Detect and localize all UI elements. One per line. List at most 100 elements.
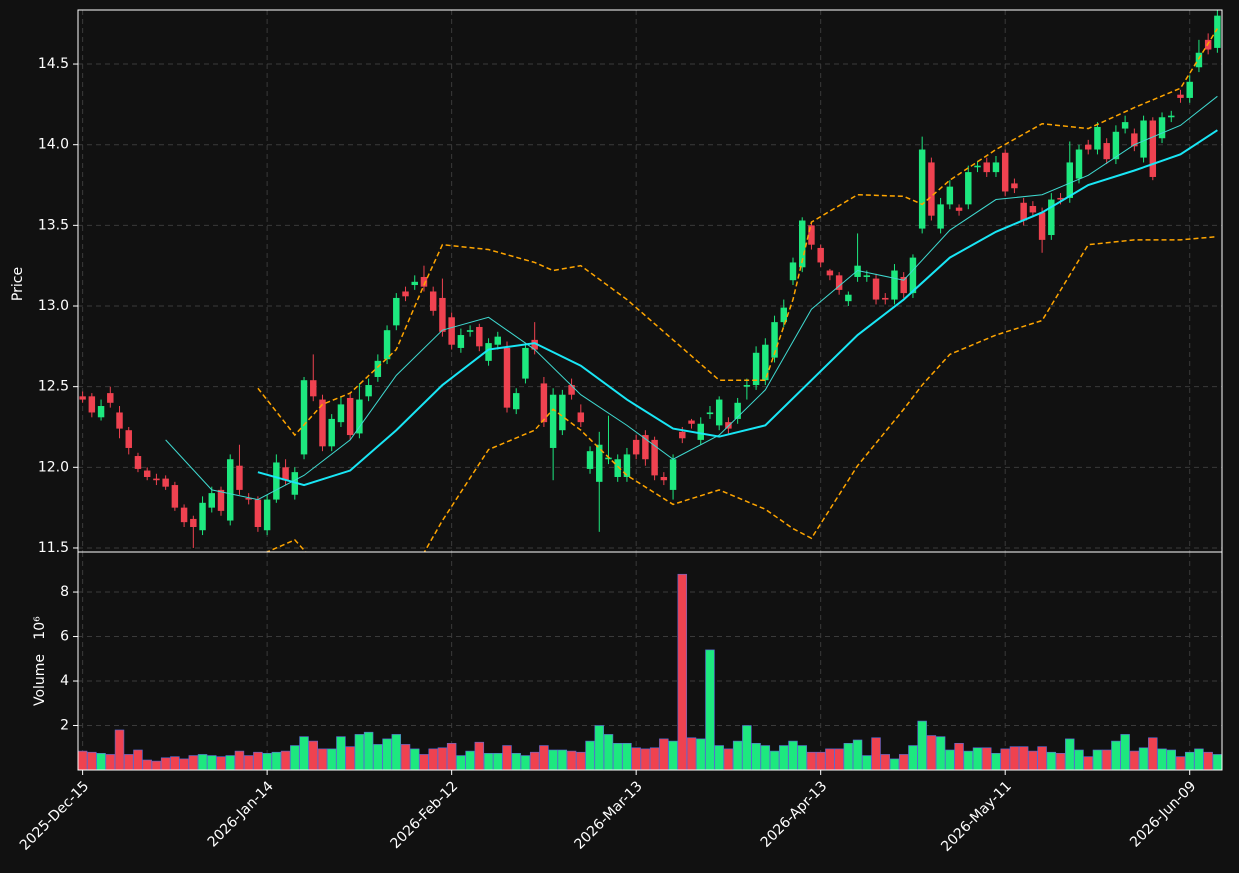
candle-body xyxy=(1214,15,1221,48)
candle-body xyxy=(540,383,548,423)
candle-body xyxy=(872,278,880,300)
volume-bar xyxy=(779,745,789,771)
volume-bar xyxy=(594,725,604,771)
candle-body xyxy=(328,418,335,447)
candle-body xyxy=(411,281,418,286)
volume-bar xyxy=(1055,753,1066,771)
volume-bar xyxy=(576,751,586,771)
volume-bar xyxy=(446,743,457,771)
volume-bar xyxy=(659,738,669,771)
candle-body xyxy=(1112,131,1120,160)
overlay-line xyxy=(257,28,1219,437)
candle-body xyxy=(1103,143,1110,160)
candle-body xyxy=(614,459,621,477)
candle-body xyxy=(752,352,760,386)
volume-bar xyxy=(520,755,531,771)
candle-body xyxy=(983,162,990,173)
volume-bar xyxy=(945,749,955,771)
y2-tick-label: 8 xyxy=(60,584,69,600)
volume-bar xyxy=(299,736,309,771)
volume-bar xyxy=(188,755,199,771)
volume-bar xyxy=(124,754,134,771)
volume-bar xyxy=(1129,750,1140,771)
candle-body xyxy=(365,385,372,397)
candle-body xyxy=(153,478,160,481)
candle-body xyxy=(199,502,206,531)
volume-bar xyxy=(1092,749,1103,771)
candle-body xyxy=(1168,115,1175,118)
candle-body xyxy=(512,393,520,410)
volume-bar xyxy=(696,738,706,771)
volume-bar xyxy=(1018,746,1029,771)
candle-body xyxy=(1094,126,1101,150)
candle-body xyxy=(494,336,502,345)
volume-bar xyxy=(760,745,771,771)
candle-body xyxy=(171,485,179,508)
volume-bar xyxy=(788,740,798,771)
candle-body xyxy=(393,297,400,326)
candle-body xyxy=(974,165,981,168)
candle-body xyxy=(263,499,271,531)
candle-body xyxy=(854,265,861,277)
candle-body xyxy=(891,270,898,300)
volume-bar xyxy=(151,760,162,771)
candle-body xyxy=(965,172,972,205)
volume-bar xyxy=(382,738,392,771)
volume-bar xyxy=(834,748,844,771)
candle-body xyxy=(762,344,769,381)
volume-bar xyxy=(410,748,420,771)
candle-body xyxy=(143,470,151,477)
volume-bar xyxy=(825,748,835,771)
volume-bar xyxy=(843,743,854,771)
y2-axis-label: Volume xyxy=(32,654,48,706)
volume-bar xyxy=(437,747,448,771)
volume-bar xyxy=(926,735,937,771)
candle-body xyxy=(1011,183,1018,189)
candle-body xyxy=(346,397,354,436)
volume-bar xyxy=(474,741,485,771)
candle-body xyxy=(1158,117,1166,139)
candle-body xyxy=(125,430,132,448)
candle-body xyxy=(254,499,262,527)
volume-bar xyxy=(170,756,180,771)
volume-bar xyxy=(1000,748,1010,771)
volume-bar xyxy=(889,758,900,771)
y-axis-label: Price xyxy=(10,267,26,301)
volume-bar xyxy=(105,754,116,771)
candle-body xyxy=(937,204,944,229)
candle-body xyxy=(909,257,917,294)
candle-body xyxy=(116,412,123,429)
volume-bar xyxy=(1166,749,1176,771)
candle-body xyxy=(586,451,594,469)
volume-bar xyxy=(723,748,734,771)
volume-bar xyxy=(714,745,724,771)
candle-body xyxy=(448,317,455,345)
candle-body xyxy=(439,297,446,332)
volume-bar xyxy=(1065,738,1075,771)
volume-bar xyxy=(290,745,300,771)
candle-body xyxy=(476,326,483,347)
candle-body xyxy=(863,275,871,277)
candle-body xyxy=(946,186,954,205)
candle-body xyxy=(559,394,566,431)
volume-bar xyxy=(539,745,549,771)
candle-body xyxy=(605,457,612,460)
volume-bar xyxy=(954,743,964,771)
volume-bar xyxy=(548,749,558,771)
volume-bar xyxy=(400,744,411,771)
overlay-line xyxy=(265,235,1218,552)
candle-body xyxy=(706,412,714,415)
candle-body xyxy=(1066,162,1074,198)
y2-tick-label: 2 xyxy=(60,718,69,734)
candle-body xyxy=(217,489,225,511)
volume-bar xyxy=(668,740,678,771)
candle-body xyxy=(190,518,197,527)
volume-bar xyxy=(1203,751,1213,771)
volume-bar xyxy=(160,757,171,771)
y-tick-label: 12.5 xyxy=(38,379,69,395)
volume-bar xyxy=(511,753,521,771)
candle-body xyxy=(300,380,308,455)
volume-bar xyxy=(742,725,752,771)
